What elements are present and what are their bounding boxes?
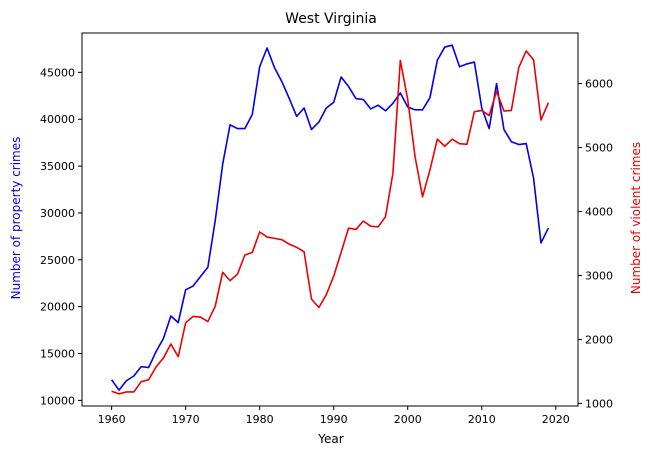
plot-frame [81,32,579,407]
x-tick-label: 2020 [542,413,570,426]
right-y-tick-label: 4000 [585,206,613,219]
x-tick-label: 2000 [394,413,422,426]
x-axis-label: Year [317,432,343,446]
plot-area: 1960 1970 1980 1990 2000 2010 2020 10000 15000 20… [40,32,613,426]
left-y-axis-label: Number of property crimes [9,137,23,300]
x-tick-label: 1960 [98,413,126,426]
right-y-axis-label: Number of violent crimes [629,142,643,294]
left-y-tick-label: 15000 [40,348,75,361]
x-tick-label: 1980 [246,413,274,426]
left-y-tick-label: 30000 [40,207,75,220]
right-y-tick-label: 5000 [585,142,613,155]
left-y-tick-label: 40000 [40,113,75,126]
left-y-tick-label: 25000 [40,254,75,267]
left-y-tick-label: 20000 [40,301,75,314]
right-y-tick-label: 2000 [585,333,613,346]
right-y-tick-label: 3000 [585,269,613,282]
chart-title: West Virginia [285,11,377,27]
left-y-tick-label: 10000 [40,394,75,407]
left-y-tick-label: 45000 [40,66,75,79]
right-y-tick-label: 6000 [585,78,613,91]
x-tick-label: 1970 [172,413,200,426]
right-y-tick-label: 1000 [585,397,613,410]
x-tick-label: 1990 [320,413,348,426]
left-y-tick-label: 35000 [40,160,75,173]
x-tick-label: 2010 [468,413,496,426]
violent-crimes-line [111,50,550,395]
property-crimes-line [110,44,550,391]
